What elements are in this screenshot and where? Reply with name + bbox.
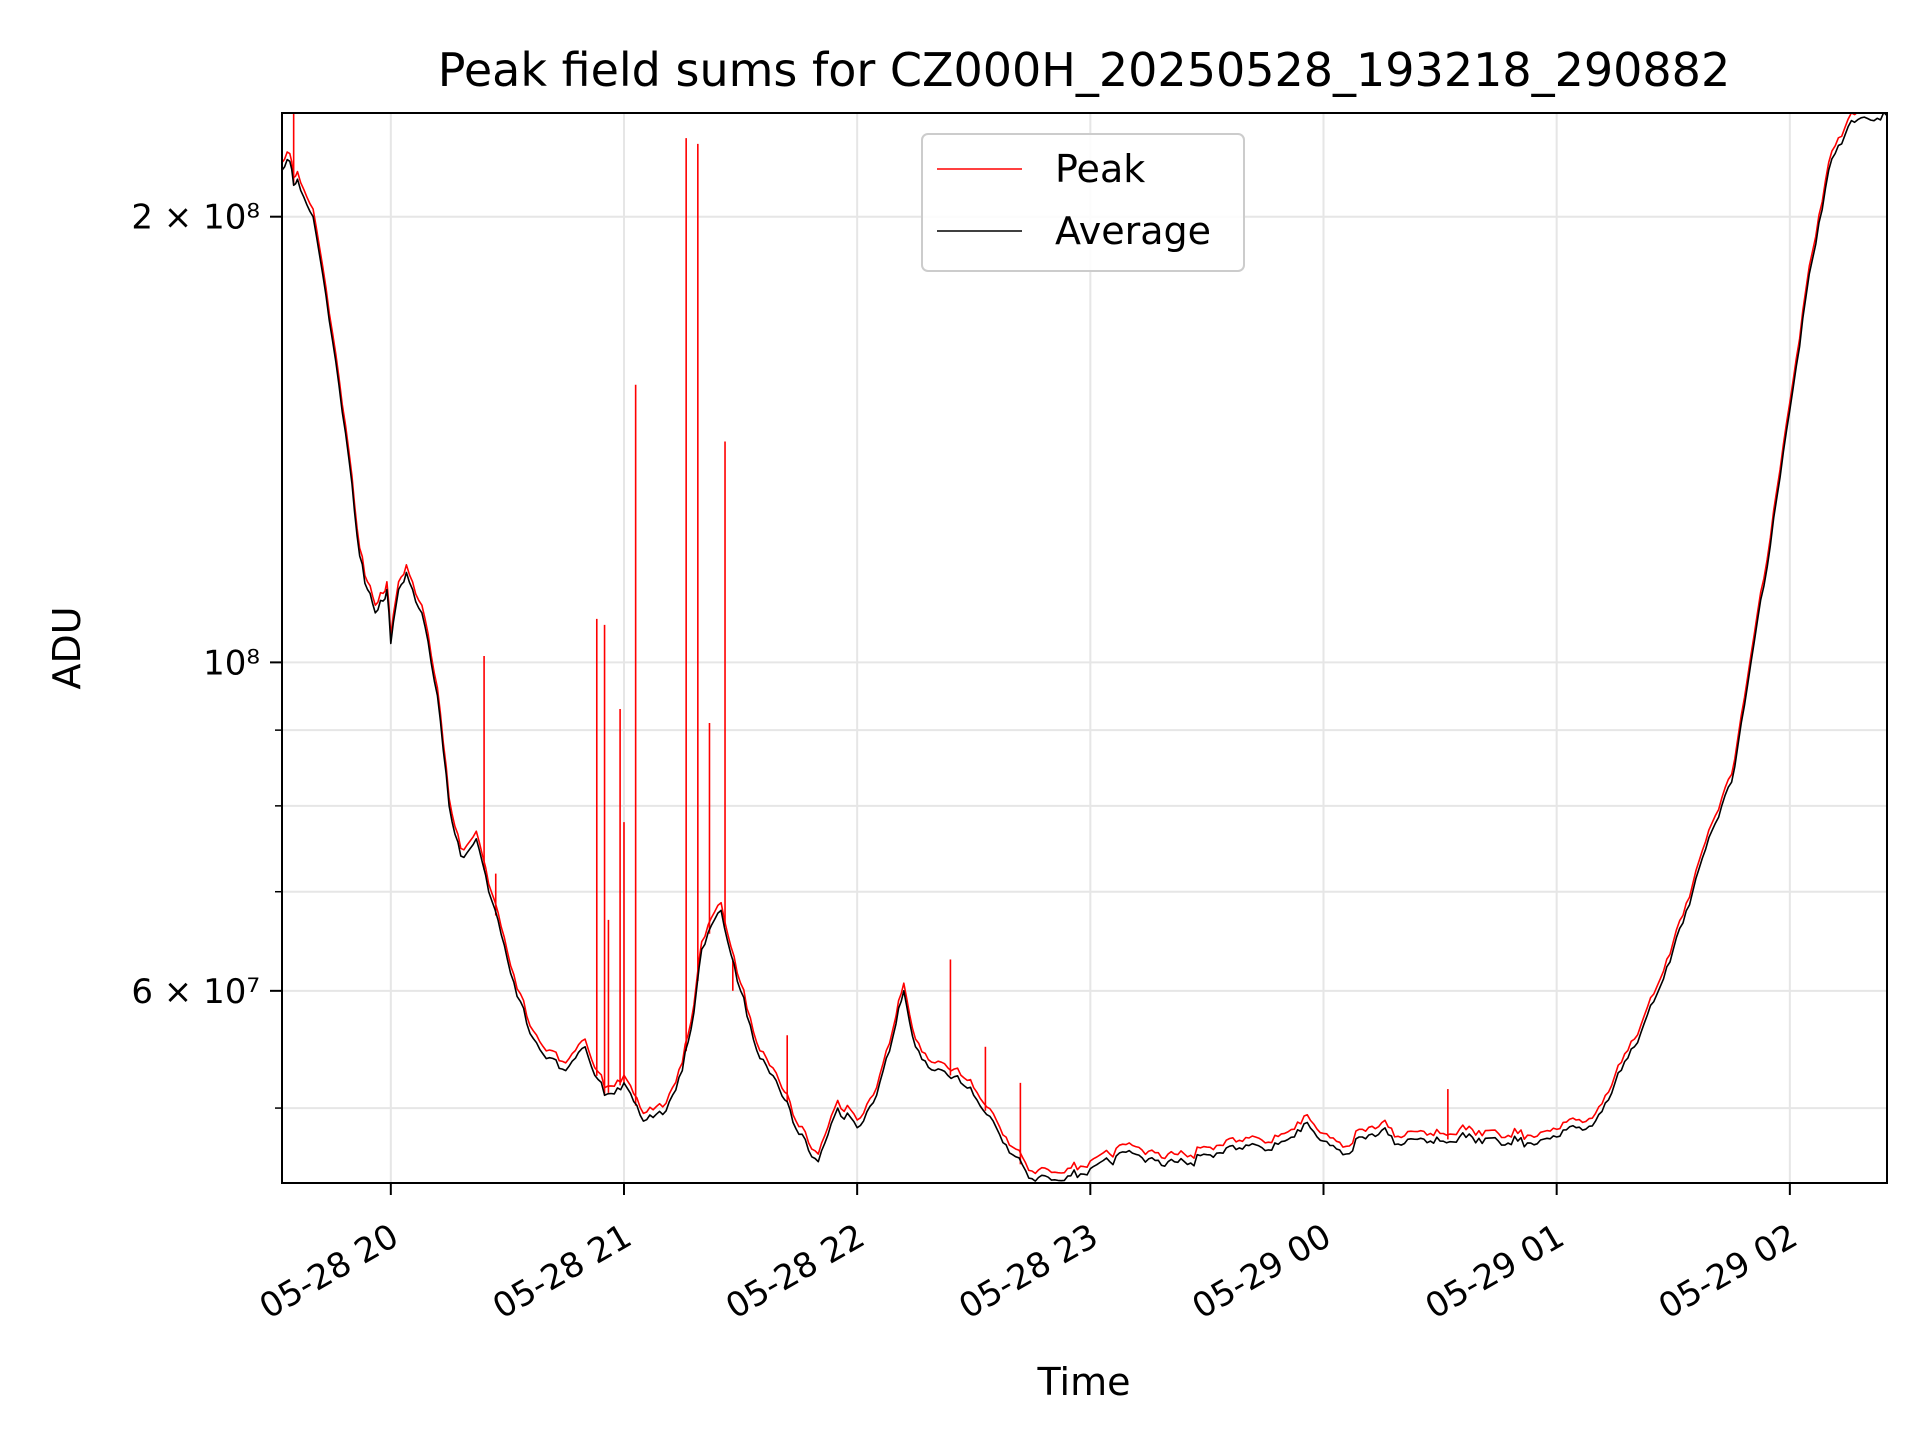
chart-title: Peak field sums for CZ000H_20250528_1932… [438, 43, 1730, 97]
grid [282, 113, 1887, 1183]
plot-area [282, 113, 1887, 1182]
y-axis-label: ADU [45, 606, 89, 689]
legend-label-average: Average [1055, 209, 1211, 253]
series-line-peak [282, 113, 1881, 1175]
y-tick-label: 10⁸ [203, 643, 260, 683]
x-axis-label: Time [1037, 1360, 1131, 1404]
legend-label-peak: Peak [1055, 147, 1145, 191]
y-tick-label: 6 × 10⁷ [131, 972, 260, 1012]
legend: Peak Average [921, 133, 1245, 272]
plot-frame [281, 112, 1888, 1184]
series-line-average [282, 113, 1887, 1182]
y-tick-label: 2 × 10⁸ [131, 198, 260, 238]
